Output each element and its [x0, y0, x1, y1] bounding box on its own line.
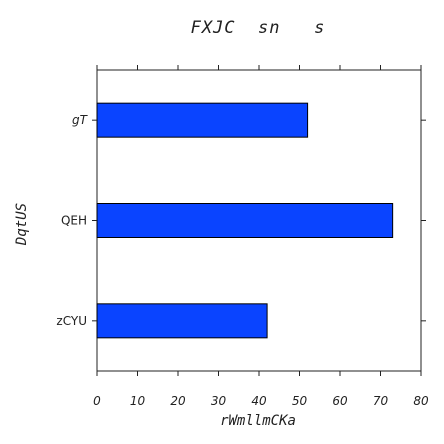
x-tick-label: 0 [93, 394, 101, 408]
y-tick-label: zCYU [56, 314, 87, 328]
bar-gT [96, 102, 309, 138]
x-axis-label: rWmllmCKa [220, 413, 296, 429]
x-tick-label: 60 [332, 394, 348, 408]
x-tick-label: 20 [170, 394, 186, 408]
x-tick-label: 80 [413, 394, 429, 408]
x-tick-label: 10 [130, 394, 146, 408]
bar-zCYU [96, 303, 268, 339]
y-axis-label: DqtUS [14, 203, 30, 246]
y-tick-label: gT [72, 113, 89, 127]
x-tick-label: 40 [251, 394, 267, 408]
y-tick-label: QEH [61, 214, 87, 228]
x-tick-label: 70 [373, 394, 389, 408]
x-tick-label: 50 [292, 394, 308, 408]
bar-QEH [96, 203, 394, 238]
x-tick-label: 30 [211, 394, 227, 408]
chart-title: FXJC sn s [191, 18, 326, 38]
